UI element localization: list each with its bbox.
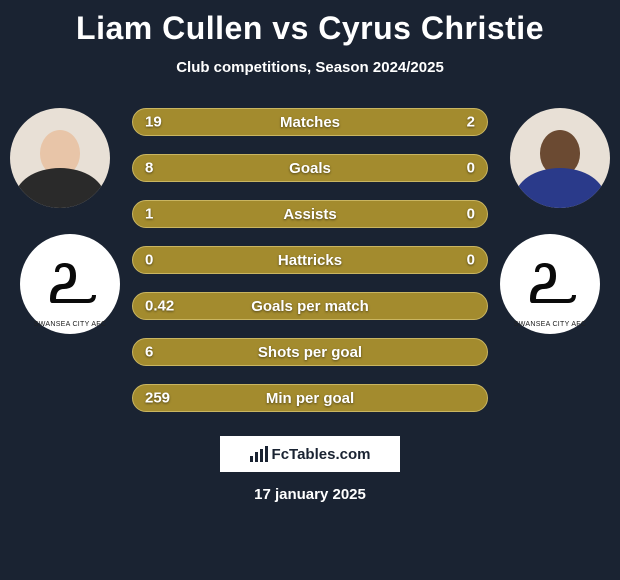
club-ring-text: SWANSEA CITY AFC bbox=[500, 321, 600, 328]
stat-value-left: 19 bbox=[145, 114, 162, 131]
swan-icon bbox=[40, 259, 100, 309]
subtitle: Club competitions, Season 2024/2025 bbox=[0, 59, 620, 76]
site-name: FcTables.com bbox=[272, 446, 371, 463]
stat-label: Assists bbox=[283, 206, 336, 223]
stat-label: Goals per match bbox=[251, 298, 369, 315]
stat-label: Goals bbox=[289, 160, 331, 177]
comparison-content: SWANSEA CITY AFC SWANSEA CITY AFC 19 Matc… bbox=[0, 108, 620, 412]
page-title: Liam Cullen vs Cyrus Christie bbox=[0, 0, 620, 47]
stat-value-right: 0 bbox=[467, 206, 475, 223]
player2-name: Cyrus Christie bbox=[318, 10, 544, 46]
stat-label: Matches bbox=[280, 114, 340, 131]
stat-label: Shots per goal bbox=[258, 344, 362, 361]
club-ring-text: SWANSEA CITY AFC bbox=[20, 321, 120, 328]
avatar-body bbox=[15, 168, 105, 208]
player1-avatar bbox=[10, 108, 110, 208]
stat-value-left: 0.42 bbox=[145, 298, 174, 315]
stat-value-left: 0 bbox=[145, 252, 153, 269]
stat-value-right: 0 bbox=[467, 160, 475, 177]
chart-icon bbox=[250, 446, 268, 462]
stat-row: 259 Min per goal bbox=[132, 384, 488, 412]
avatar-body bbox=[515, 168, 605, 208]
stat-value-left: 8 bbox=[145, 160, 153, 177]
footer-date: 17 january 2025 bbox=[0, 486, 620, 503]
stat-value-left: 6 bbox=[145, 344, 153, 361]
stat-row: 19 Matches 2 bbox=[132, 108, 488, 136]
site-logo: FcTables.com bbox=[220, 436, 400, 472]
stat-row: 1 Assists 0 bbox=[132, 200, 488, 228]
stat-row: 6 Shots per goal bbox=[132, 338, 488, 366]
swan-icon bbox=[520, 259, 580, 309]
player2-avatar bbox=[510, 108, 610, 208]
stat-value-right: 2 bbox=[467, 114, 475, 131]
stat-row: 0.42 Goals per match bbox=[132, 292, 488, 320]
stat-row: 8 Goals 0 bbox=[132, 154, 488, 182]
stats-list: 19 Matches 2 8 Goals 0 1 Assists 0 0 Hattricks 0 0.4… bbox=[132, 108, 488, 412]
player1-name: Liam Cullen bbox=[76, 10, 263, 46]
stat-label: Hattricks bbox=[278, 252, 342, 269]
player1-club-badge: SWANSEA CITY AFC bbox=[20, 234, 120, 334]
vs-separator: vs bbox=[272, 10, 309, 46]
stat-label: Min per goal bbox=[266, 390, 354, 407]
player2-club-badge: SWANSEA CITY AFC bbox=[500, 234, 600, 334]
stat-value-right: 0 bbox=[467, 252, 475, 269]
stat-row: 0 Hattricks 0 bbox=[132, 246, 488, 274]
stat-value-left: 259 bbox=[145, 390, 170, 407]
stat-value-left: 1 bbox=[145, 206, 153, 223]
